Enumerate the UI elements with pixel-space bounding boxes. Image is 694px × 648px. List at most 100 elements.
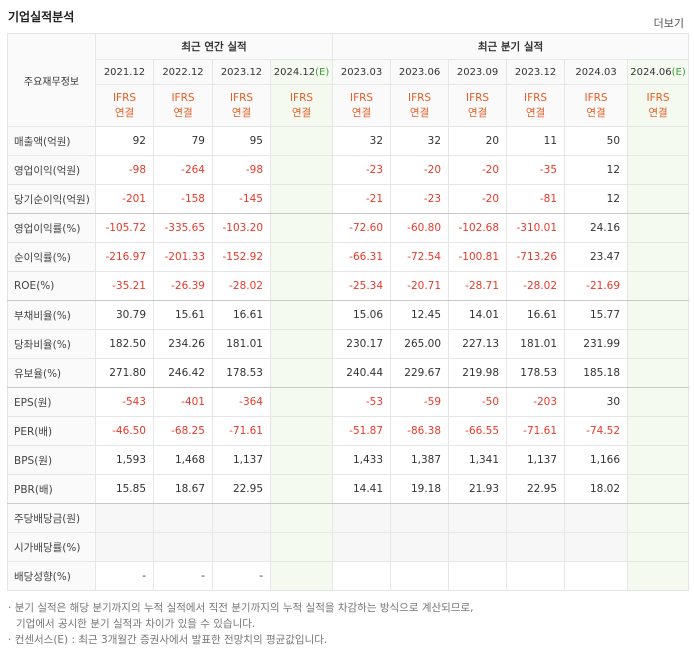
value-cell: 22.95 (506, 474, 566, 504)
row-label: PBR(배) (7, 474, 96, 504)
row-label: 부채비율(%) (7, 300, 96, 330)
period-header: 2023.12 (212, 59, 271, 85)
basis-header: IFRS 연결 (564, 84, 629, 127)
data-row: 배당성향(%) - - - (7, 561, 690, 591)
note: · 컨센서스(E) : 최근 3개월간 증권사에서 발표한 전망치의 평균값입니… (8, 634, 328, 646)
value-cell (448, 532, 508, 562)
value-cell: 24.16 (564, 213, 629, 243)
value-cell: 18.67 (153, 474, 213, 504)
value-cell: 265.00 (390, 329, 450, 359)
value-cell: -310.01 (506, 213, 566, 243)
value-cell: 12 (564, 155, 629, 185)
value-cell: -66.55 (448, 416, 508, 446)
value-cell: -25.34 (332, 271, 392, 301)
row-label: EPS(원) (7, 387, 96, 417)
row-label: 주당배당금(원) (7, 503, 96, 533)
value-cell: -401 (153, 387, 213, 417)
value-cell: -152.92 (212, 242, 271, 272)
basis-row: IFRS 연결 IFRS 연결 IFRS 연결 IFRS 연결 IFRS 연결 IFRS 연결 IFRS… (8, 84, 690, 127)
value-cell: 182.50 (95, 329, 154, 359)
row-label: 당좌비율(%) (7, 329, 96, 359)
value-cell: -28.02 (506, 271, 566, 301)
data-row: 유보율(%) 271.80 246.42 178.53 240.44 229.67 219.… (7, 358, 690, 388)
basis-header: IFRS 연결 (269, 84, 334, 127)
value-cell: -66.31 (332, 242, 392, 272)
financial-table: 주요재무정보 최근 연간 실적 최근 분기 실적 2021.12 2022.12 2023… (7, 33, 690, 591)
value-cell (332, 532, 392, 562)
period-header: 2023.12 (506, 59, 566, 85)
data-row: 영업이익(억원) -98 -264 -98 -23 -20 -20 -35 12 (7, 155, 690, 185)
value-cell: -20 (448, 155, 508, 185)
value-cell: 50 (564, 126, 629, 156)
value-cell: -264 (153, 155, 213, 185)
value-cell: 230.17 (332, 329, 392, 359)
value-cell: -335.65 (153, 213, 213, 243)
data-row: BPS(원) 1,593 1,468 1,137 1,433 1,387 1,341 1,13… (7, 445, 690, 475)
value-cell (269, 155, 334, 185)
consolidation-scope: 연결 (114, 106, 135, 119)
data-row: ROE(%) -35.21 -26.39 -28.02 -25.34 -20.71 -28.… (7, 271, 690, 301)
row-label: 매출액(억원) (7, 126, 96, 156)
value-cell: 219.98 (448, 358, 508, 388)
value-cell: -72.60 (332, 213, 392, 243)
row-label: 영업이익(억원) (7, 155, 96, 185)
period-header: 2022.12 (153, 59, 213, 85)
value-cell: 21.93 (448, 474, 508, 504)
value-cell (627, 184, 690, 214)
consolidation-scope: 연결 (467, 106, 488, 119)
value-cell (269, 213, 334, 243)
value-cell: 79 (153, 126, 213, 156)
value-cell: 14.41 (332, 474, 392, 504)
consolidation-scope: 연결 (351, 106, 372, 119)
row-label: 유보율(%) (7, 358, 96, 388)
period-label: 2024.12 (273, 66, 316, 78)
row-label: 당기순이익(억원) (7, 184, 96, 214)
row-label: 시가배당률(%) (7, 532, 96, 562)
value-cell (627, 271, 690, 301)
value-cell (627, 242, 690, 272)
value-cell: -21.69 (564, 271, 629, 301)
data-row: 시가배당률(%) (7, 532, 690, 562)
value-cell: -35 (506, 155, 566, 185)
value-cell: 19.18 (390, 474, 450, 504)
value-cell (627, 387, 690, 417)
value-cell: 16.61 (212, 300, 271, 330)
accounting-standard: IFRS (112, 91, 137, 104)
value-cell: 1,166 (564, 445, 629, 475)
value-cell (390, 503, 450, 533)
value-cell (269, 561, 334, 591)
value-cell: 12.45 (390, 300, 450, 330)
value-cell: -51.87 (332, 416, 392, 446)
note: · 분기 실적은 해당 분기까지의 누적 실적에서 직전 분기까지의 누적 실적… (8, 602, 474, 614)
value-cell (390, 532, 450, 562)
header-row: 주요재무정보 최근 연간 실적 최근 분기 실적 (7, 33, 690, 127)
consolidation-scope: 연결 (231, 106, 252, 119)
value-cell: 15.61 (153, 300, 213, 330)
basis-header: IFRS 연결 (332, 84, 392, 127)
period-label: 2024.06 (630, 66, 672, 78)
basis-header: IFRS 연결 (506, 84, 566, 127)
more-link[interactable]: 더보기 (653, 17, 684, 30)
value-cell (269, 387, 334, 417)
value-cell: 15.77 (564, 300, 629, 330)
period-header: 2021.12 (95, 59, 154, 85)
value-cell: -216.97 (95, 242, 154, 272)
value-cell: -158 (153, 184, 213, 214)
value-cell (95, 532, 154, 562)
accounting-standard: IFRS (229, 91, 254, 104)
value-cell (627, 561, 690, 591)
period-row: 2021.12 2022.12 2023.12 2024.12(E) 2023.03 20… (8, 59, 690, 85)
basis-header: IFRS 연결 (95, 84, 154, 127)
value-cell: - (95, 561, 154, 591)
value-cell: - (153, 561, 213, 591)
value-cell: 1,387 (390, 445, 450, 475)
accounting-standard: IFRS (349, 91, 374, 104)
group-header: 최근 분기 실적 (332, 33, 690, 60)
period-label: 2023.12 (220, 66, 263, 78)
value-cell: -20 (390, 155, 450, 185)
value-cell: -23 (390, 184, 450, 214)
note-text: 컨센서스(E) : 최근 3개월간 증권사에서 발표한 전망치의 평균값입니다. (14, 634, 328, 646)
data-row: 영업이익률(%) -105.72 -335.65 -103.20 -72.60 -60.8… (7, 213, 690, 243)
value-cell: 16.61 (506, 300, 566, 330)
accounting-standard: IFRS (465, 91, 490, 104)
